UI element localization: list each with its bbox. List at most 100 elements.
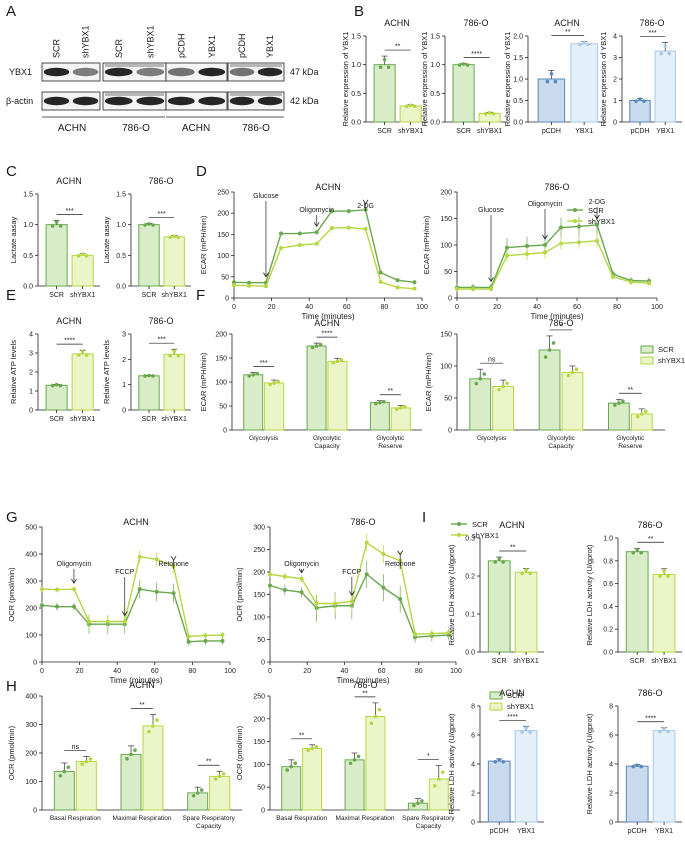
data-point	[154, 557, 159, 562]
data-point	[186, 639, 191, 644]
data-point	[432, 784, 437, 788]
y-tick-label: 4	[613, 34, 617, 41]
data-point	[378, 65, 383, 70]
blot-size-label: 42 kDa	[290, 96, 319, 106]
data-point	[643, 409, 648, 414]
data-point	[151, 374, 155, 378]
x-tick-label: shYBX1	[162, 416, 187, 423]
y-tick-label: 0.8	[603, 558, 613, 565]
legend-marker	[457, 533, 461, 537]
blot-band	[104, 67, 133, 77]
data-point	[333, 601, 338, 606]
chart-g2: 786-O OCR (pmol/min) 0 50 100 150 200 250 300 0 20…	[235, 517, 499, 685]
y-tick-label: 0.6	[603, 581, 613, 588]
data-point	[635, 763, 639, 768]
legend-label: SCR	[658, 345, 674, 354]
bar	[607, 402, 630, 431]
data-point	[551, 341, 556, 345]
data-point	[348, 761, 353, 766]
y-tick-label: 0.2	[465, 574, 475, 581]
bar	[469, 378, 492, 431]
y-tick-label: 50	[444, 269, 452, 276]
data-point	[220, 633, 225, 637]
data-point	[87, 619, 91, 624]
blot-band	[72, 96, 99, 106]
data-point	[639, 550, 643, 555]
x-tick-label: Reserve	[378, 443, 403, 450]
x-axis-label: Time (minutes)	[530, 312, 583, 321]
y-tick-label: 0	[33, 808, 37, 815]
significance-label: ****	[507, 714, 518, 721]
blot-band	[72, 67, 99, 77]
y-tick-label: 8	[609, 704, 613, 711]
x-tick-label: 0	[40, 668, 44, 675]
blot-band	[198, 96, 226, 106]
data-point	[402, 404, 407, 409]
y-tick-label: 3	[29, 351, 33, 358]
data-point	[497, 387, 501, 392]
chart-b2: 786-O Relative expression of YBX1 0.0 0.5 1.…	[420, 18, 507, 135]
chart-title: 786-O	[350, 517, 375, 527]
data-point	[195, 791, 200, 795]
bar	[537, 78, 566, 123]
data-point	[631, 764, 635, 769]
data-point	[465, 63, 470, 67]
x-tick-label: shYBX1	[70, 292, 95, 299]
significance-label: ****	[64, 338, 75, 345]
x-tick-label: YBX1	[656, 128, 674, 135]
annotation-label: FCCP	[342, 569, 361, 576]
blot-band	[136, 96, 165, 106]
chart-title: 786-O	[637, 688, 662, 698]
x-axis-label: Time (minutes)	[336, 676, 389, 685]
x-tick-label: Basal Respiration	[276, 815, 327, 822]
data-point	[474, 381, 479, 386]
data-point	[363, 226, 368, 231]
annotation-arrowhead	[71, 578, 77, 584]
panel-letters: A B C D E F G H I	[6, 3, 426, 695]
data-point	[171, 591, 176, 596]
x-tick-label: 80	[613, 304, 621, 311]
chart-i1: ACHN Relative LDH activity (U/gprot) 0.0 0.…	[447, 520, 544, 665]
bar	[138, 224, 160, 287]
y-tick-label: 2.0	[513, 34, 523, 41]
panel-letter-h: H	[6, 678, 17, 695]
data-point	[279, 231, 283, 236]
data-point	[446, 630, 451, 635]
x-tick-label: Basal Respiration	[50, 815, 101, 822]
x-tick-label: Spare Respiratory	[182, 815, 235, 822]
y-tick-label: 150	[217, 232, 229, 239]
annotation-arrowhead	[349, 591, 355, 597]
y-tick-label: 0	[261, 808, 265, 815]
data-point	[420, 799, 424, 803]
y-tick-label: 0.5	[351, 91, 361, 98]
significance-label: ***	[158, 337, 166, 344]
data-point	[613, 403, 617, 407]
y-tick-label: 250	[217, 190, 229, 197]
x-tick-label: 40	[113, 668, 121, 675]
y-tick-label: 200	[253, 716, 265, 723]
y-tick-label: 1.0	[351, 62, 361, 69]
data-point	[381, 585, 386, 590]
data-point	[566, 373, 571, 378]
blot-group-label: 786-O	[242, 123, 270, 134]
data-point	[412, 104, 417, 109]
significance-label: **	[648, 536, 654, 543]
annotation-label: Glucose	[478, 207, 504, 214]
significance-label: **	[395, 44, 401, 51]
x-axis-label: Time (minutes)	[301, 312, 354, 321]
data-point	[611, 274, 615, 279]
bar	[138, 375, 160, 411]
annotation-arrowhead	[397, 550, 404, 556]
data-point	[335, 359, 340, 364]
legend-label: shYBX1	[472, 531, 499, 540]
data-point	[217, 774, 222, 779]
chart-h1: ACHN OCR (pmol/min) 0 100 200 300 400 ns Basal R…	[7, 680, 242, 830]
y-tick-label: 1	[613, 98, 617, 105]
data-point	[395, 278, 400, 283]
data-point	[520, 730, 524, 734]
blot-row-label-ybx1: YBX1	[9, 67, 32, 77]
bar	[45, 384, 68, 411]
data-point	[577, 240, 581, 245]
x-tick-label: 40	[341, 668, 349, 675]
